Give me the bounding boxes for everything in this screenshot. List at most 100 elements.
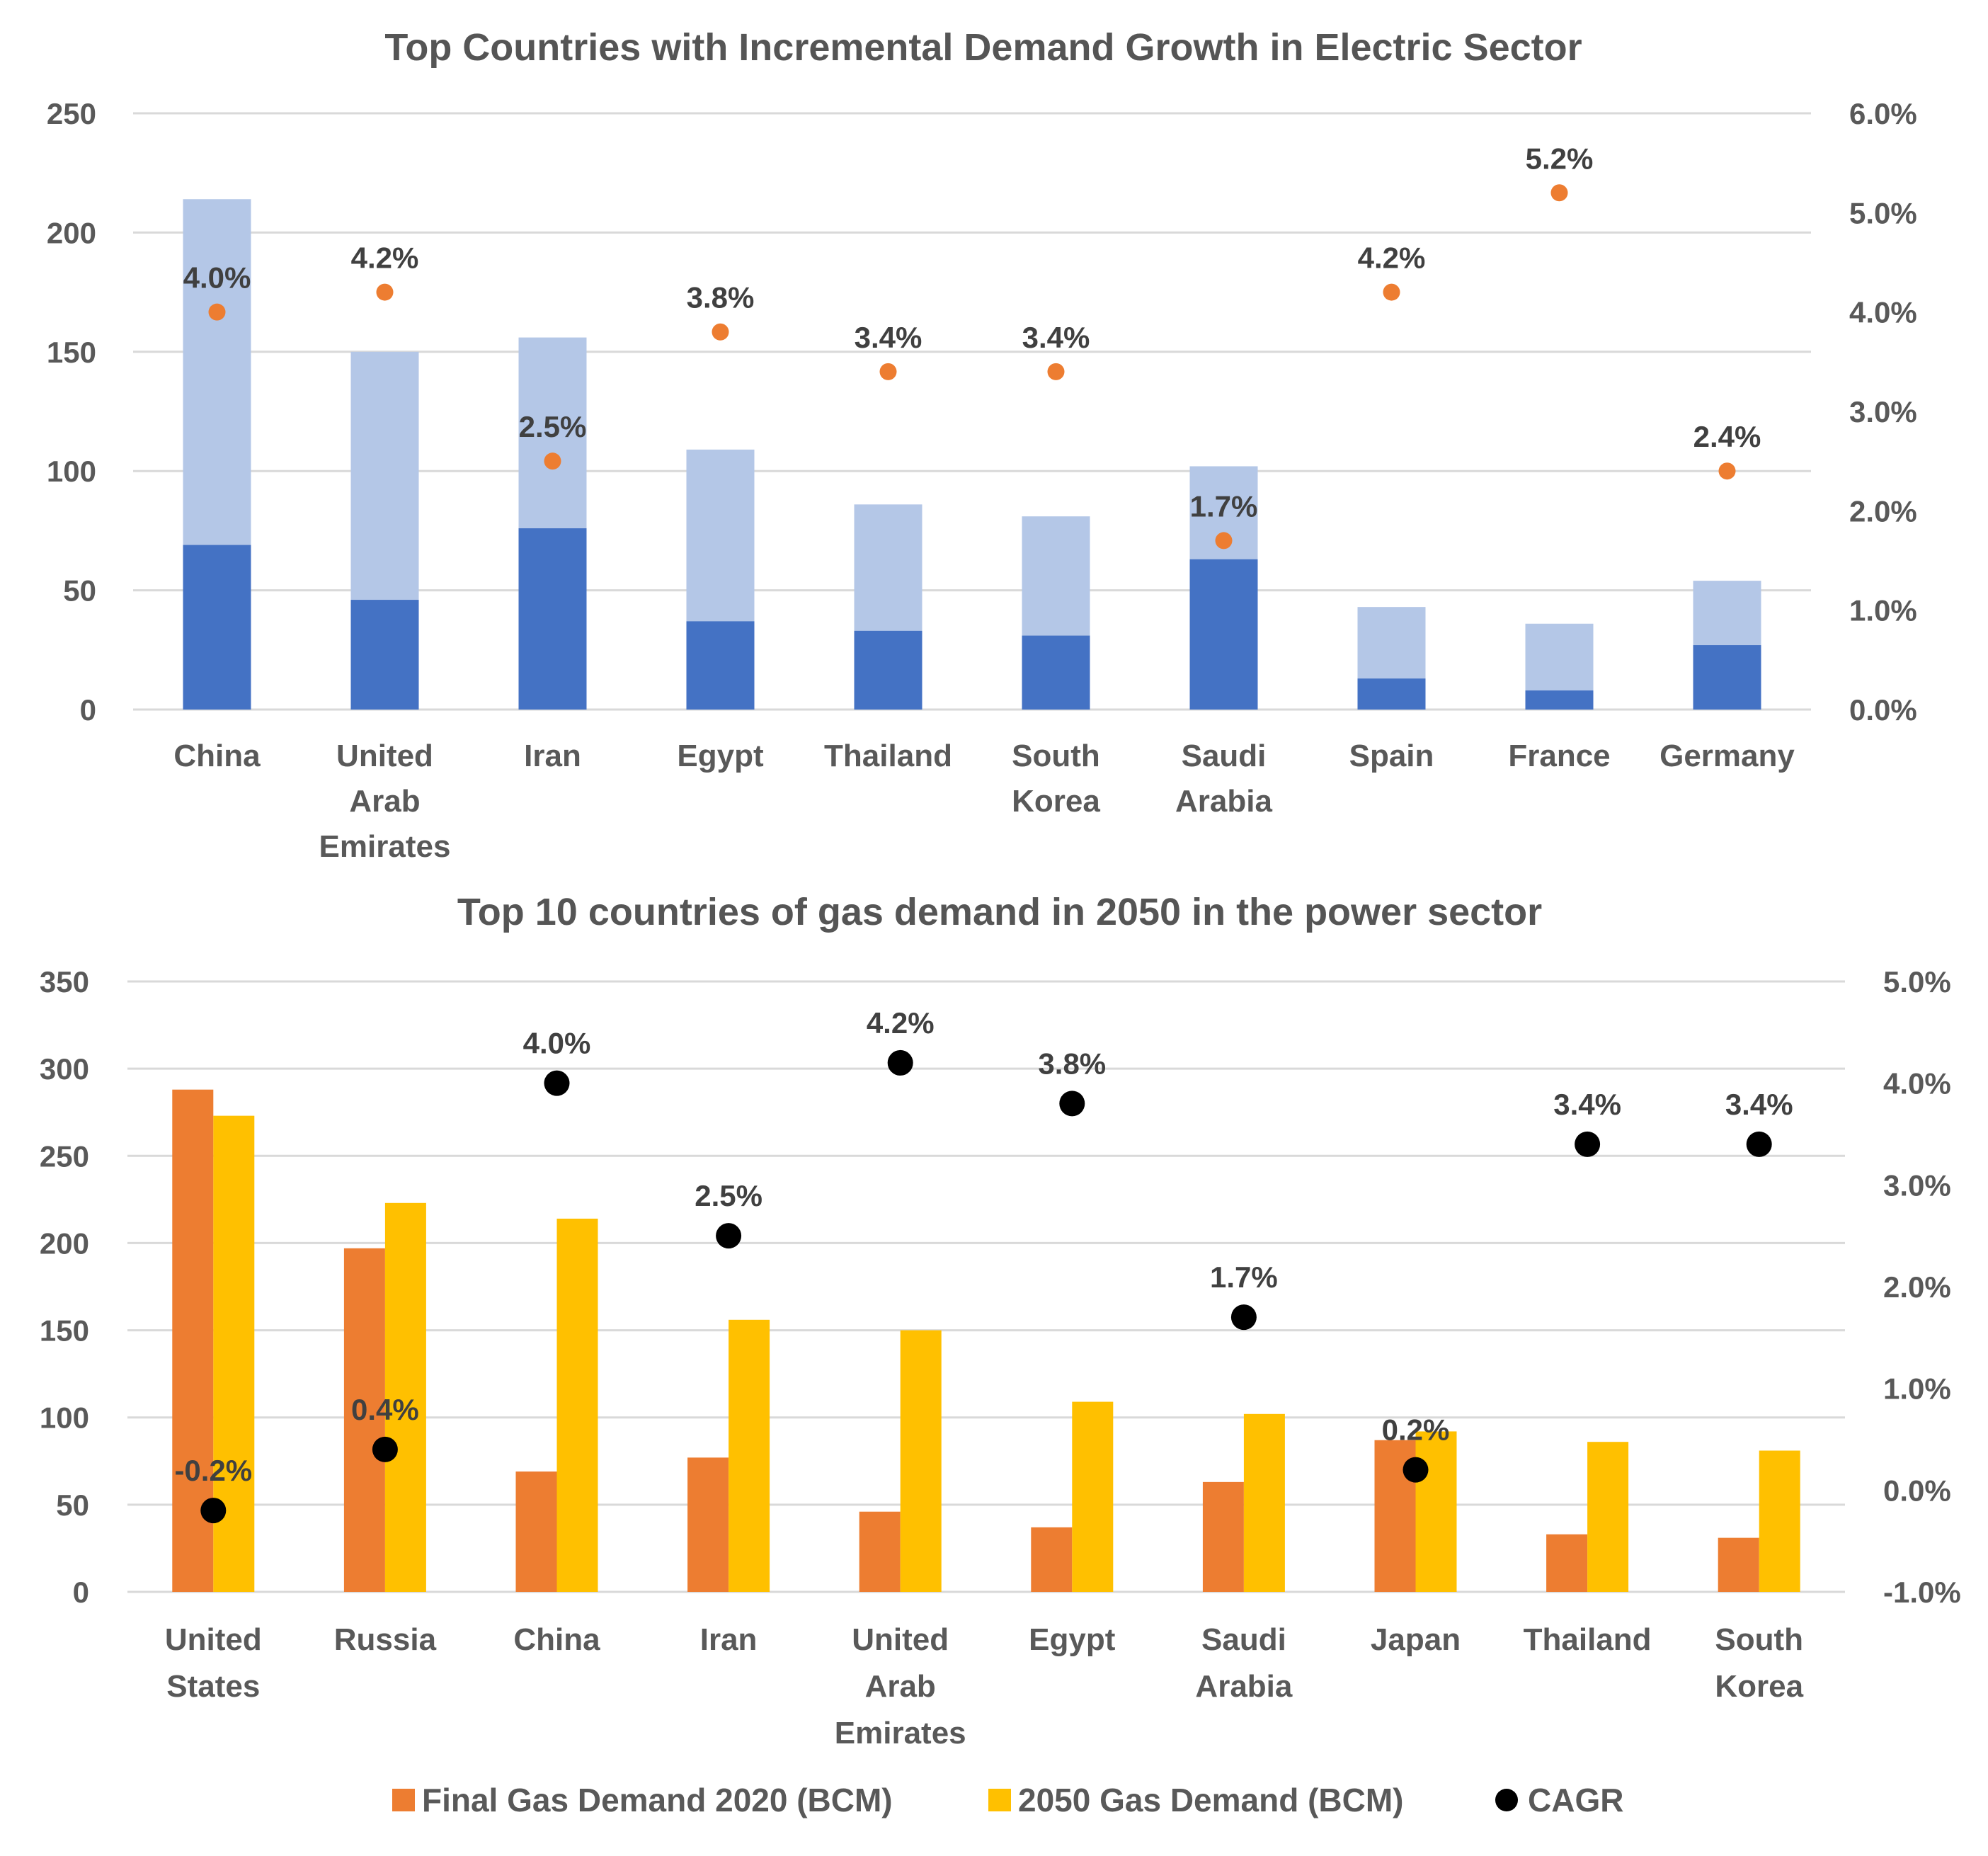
category-label-south-korea: South <box>1715 1622 1803 1657</box>
bar-2020-saudi-arabia <box>1202 1481 1244 1592</box>
y2-tick-label: 4.0% <box>1849 296 1917 329</box>
y2-tick-label: 0.0% <box>1883 1474 1951 1507</box>
y-tick-label: 300 <box>40 1052 89 1086</box>
legend-label-cagr: CAGR <box>1528 1782 1623 1818</box>
bar-2020-iran <box>687 1457 729 1592</box>
cagr-label-thailand: 3.4% <box>855 321 922 354</box>
y-tick-label: 150 <box>47 336 96 369</box>
legend-marker-cagr <box>1495 1789 1518 1811</box>
bar-2020-china <box>183 545 251 710</box>
bar-2050-united-arab-emirates <box>900 1330 942 1592</box>
category-label-spain: Spain <box>1349 739 1434 773</box>
category-label-iran: Iran <box>524 739 581 773</box>
cagr-point-germany <box>1718 462 1736 480</box>
cagr-label-china: 4.0% <box>183 261 251 295</box>
bar-2020-germany <box>1693 645 1761 710</box>
cagr-point-china <box>208 303 226 321</box>
cagr-label-south-korea: 3.4% <box>1725 1088 1793 1121</box>
y2-tick-label: 1.0% <box>1883 1372 1951 1406</box>
cagr-point-china <box>544 1070 570 1096</box>
category-label-united-arab-emirates: United <box>852 1622 949 1657</box>
category-label-united-arab-emirates: Arab <box>865 1669 936 1704</box>
category-label-united-arab-emirates: United <box>336 739 433 773</box>
y-tick-label: 250 <box>40 1139 89 1173</box>
cagr-point-france <box>1550 184 1568 202</box>
category-label-china: China <box>173 739 261 773</box>
y2-tick-label: 4.0% <box>1883 1067 1951 1100</box>
bar-2020-egypt <box>686 621 755 710</box>
bar-2020-south-korea <box>1718 1537 1759 1592</box>
bar-2050-egypt <box>1072 1401 1114 1592</box>
y-tick-label: 350 <box>40 965 89 998</box>
cagr-label-thailand: 3.4% <box>1553 1088 1621 1121</box>
cagr-point-united-states <box>200 1498 227 1524</box>
cagr-label-iran: 2.5% <box>519 410 587 443</box>
y2-tick-label: 2.0% <box>1849 494 1917 528</box>
category-label-germany: Germany <box>1659 739 1795 773</box>
bar-2020-saudi-arabia <box>1189 559 1258 710</box>
chart2-title: Top 10 countries of gas demand in 2050 i… <box>457 891 1542 933</box>
category-label-china: China <box>513 1622 600 1657</box>
cagr-label-spain: 4.2% <box>1358 241 1426 275</box>
y-tick-label: 0 <box>80 693 96 727</box>
y2-tick-label: 0.0% <box>1849 693 1917 727</box>
bar-2050-china <box>556 1218 598 1592</box>
legend: Final Gas Demand 2020 (BCM) 2050 Gas Dem… <box>392 1782 1623 1818</box>
category-label-saudi-arabia: Arabia <box>1195 1669 1292 1704</box>
y-tick-label: 200 <box>47 216 96 249</box>
category-label-united-arab-emirates: Emirates <box>319 829 451 864</box>
bar-2050-russia <box>384 1202 426 1592</box>
y-tick-label: 200 <box>40 1226 89 1260</box>
cagr-label-saudi-arabia: 1.7% <box>1210 1260 1278 1294</box>
y2-tick-label: 5.0% <box>1883 965 1951 998</box>
y-tick-label: 50 <box>56 1488 89 1522</box>
chart-gas-demand-2050: Top 10 countries of gas demand in 2050 i… <box>40 891 1961 1818</box>
cagr-point-thailand <box>879 363 897 380</box>
cagr-label-iran: 2.5% <box>695 1179 762 1212</box>
category-label-egypt: Egypt <box>1029 1622 1116 1657</box>
category-label-south-korea: Korea <box>1012 784 1100 819</box>
bar-2050-iran <box>729 1319 770 1592</box>
cagr-label-france: 5.2% <box>1526 142 1594 175</box>
y-tick-label: 100 <box>47 455 96 488</box>
cagr-label-united-arab-emirates: 4.2% <box>351 241 419 275</box>
category-label-thailand: Thailand <box>824 739 952 773</box>
legend-label-2020: Final Gas Demand 2020 (BCM) <box>422 1782 893 1818</box>
category-label-south-korea: Korea <box>1715 1669 1803 1704</box>
bar-2050-south-korea <box>1759 1450 1800 1592</box>
cagr-label-egypt: 3.8% <box>1038 1047 1106 1080</box>
cagr-point-south-korea <box>1047 363 1065 380</box>
cagr-label-egypt: 3.8% <box>687 281 755 314</box>
cagr-point-spain <box>1383 283 1400 301</box>
bar-2020-thailand <box>854 630 922 710</box>
y-tick-label: 150 <box>40 1314 89 1348</box>
category-label-japan: Japan <box>1371 1622 1461 1657</box>
cagr-label-china: 4.0% <box>523 1027 591 1060</box>
cagr-label-united-states: -0.2% <box>174 1454 252 1487</box>
y2-tick-label: 3.0% <box>1849 395 1917 428</box>
y2-tick-label: 2.0% <box>1883 1270 1951 1304</box>
cagr-label-germany: 2.4% <box>1693 420 1761 453</box>
y-tick-label: 100 <box>40 1401 89 1435</box>
cagr-point-egypt <box>1059 1091 1085 1117</box>
category-label-egypt: Egypt <box>677 739 764 773</box>
cagr-point-united-arab-emirates <box>376 283 394 301</box>
category-label-united-states: United <box>165 1622 262 1657</box>
bar-2020-egypt <box>1031 1527 1073 1592</box>
bar-2020-france <box>1525 690 1594 710</box>
cagr-point-south-korea <box>1746 1131 1772 1157</box>
cagr-point-thailand <box>1575 1131 1601 1157</box>
y2-tick-label: -1.0% <box>1883 1576 1961 1609</box>
legend-label-2050: 2050 Gas Demand (BCM) <box>1018 1782 1404 1818</box>
chart-incremental-demand: Top Countries with Incremental Demand Gr… <box>47 26 1917 864</box>
bar-2020-united-arab-emirates <box>350 600 419 710</box>
bar-2020-spain <box>1357 678 1426 710</box>
category-label-thailand: Thailand <box>1524 1622 1652 1657</box>
category-label-united-states: States <box>166 1669 260 1704</box>
category-label-united-arab-emirates: Emirates <box>835 1716 966 1750</box>
category-label-south-korea: South <box>1012 739 1100 773</box>
y-tick-label: 250 <box>47 97 96 130</box>
category-label-saudi-arabia: Saudi <box>1201 1622 1286 1657</box>
